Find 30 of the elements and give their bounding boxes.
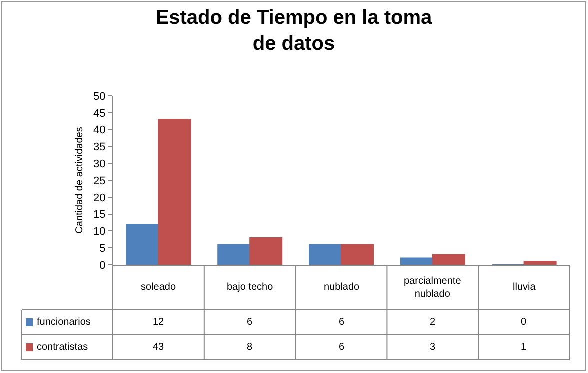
x-tick-label: nublado <box>324 282 360 293</box>
y-tick-label: 30 <box>94 158 106 170</box>
x-tick-label: lluvia <box>513 282 536 293</box>
y-tick-label: 45 <box>94 108 106 120</box>
legend-label: funcionarios <box>37 317 91 328</box>
y-tick-label: 20 <box>94 192 106 204</box>
y-tick-label: 0 <box>100 260 106 272</box>
y-tick-label: 35 <box>94 142 106 154</box>
data-label: 8 <box>247 342 253 353</box>
data-label: 6 <box>339 342 345 353</box>
y-tick-label: 50 <box>94 90 106 103</box>
x-tick-label: bajo techo <box>227 282 274 293</box>
y-tick-label: 15 <box>94 209 106 222</box>
data-label: 6 <box>339 317 345 328</box>
data-label: 43 <box>153 342 165 353</box>
x-tick-label: parcialmente nublado <box>404 276 462 300</box>
data-label: 0 <box>521 317 527 328</box>
chart-title: Estado de Tiempo en la toma de datos <box>156 7 434 55</box>
data-label: 1 <box>521 342 527 353</box>
y-axis-title: Cantidad de actividades <box>74 127 86 234</box>
legend-label: contratistas <box>37 342 88 353</box>
y-tick-label: 25 <box>94 175 106 188</box>
data-label: 12 <box>153 317 165 328</box>
data-label: 2 <box>430 317 436 328</box>
x-tick-label: soleado <box>141 282 176 293</box>
data-label: 3 <box>430 342 436 353</box>
y-tick-label: 10 <box>94 226 106 238</box>
y-tick-label: 5 <box>100 242 106 255</box>
y-tick-label: 40 <box>94 124 106 137</box>
data-label: 6 <box>247 317 253 328</box>
